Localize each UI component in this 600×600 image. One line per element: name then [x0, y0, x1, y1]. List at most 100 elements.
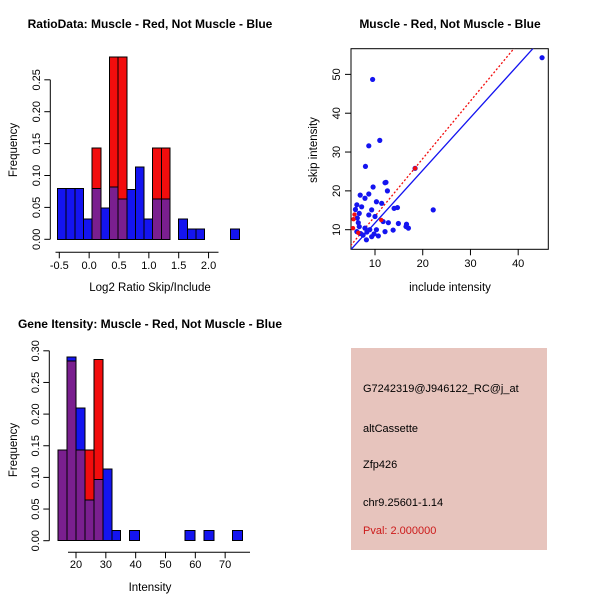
hist-bar-overlap: [66, 360, 77, 542]
hist-bar-red: [152, 147, 162, 200]
hist-bar-blue: [66, 356, 77, 362]
y-tick-label: 0.25: [31, 69, 43, 90]
hist-bar-red: [91, 147, 102, 189]
gene-name-text: Zfp426: [363, 459, 398, 471]
skip-include-scatter-chart: Muscle - Red, Not Muscle - Blue include i…: [308, 17, 549, 294]
scatter-point-red: [412, 166, 418, 171]
hist-bar-overlap: [117, 198, 128, 240]
y-tick-label: 0.30: [30, 340, 42, 361]
hist-bar-blue: [186, 228, 197, 240]
fit-line-blue: [351, 48, 534, 250]
hist-bar-blue: [82, 218, 93, 240]
probe-id-text: G7242319@J946122_RC@j_at: [363, 383, 519, 395]
hist-bar-blue: [230, 228, 240, 240]
hist-bar-blue: [143, 218, 154, 240]
hist-bar-red: [160, 147, 171, 200]
hist-bar-red: [84, 449, 95, 501]
scatter-point-blue: [362, 225, 368, 231]
y-tick-label: 0.25: [30, 372, 42, 393]
x-tick-label: 50: [159, 559, 171, 571]
hist-bar-overlap: [57, 449, 68, 542]
x-tick-label: 10: [369, 258, 381, 270]
plot-box: [350, 48, 549, 250]
hist-bar-overlap: [108, 186, 119, 240]
plot-title: RatioData: Muscle - Red, Not Muscle - Bl…: [28, 17, 273, 31]
scatter-point-red: [356, 230, 361, 236]
scatter-point-blue: [371, 231, 377, 237]
hist-bar-blue: [203, 530, 215, 542]
x-tick-label: 60: [189, 559, 201, 571]
x-axis-label: Intensity: [129, 582, 172, 594]
hist-bar-blue: [75, 407, 86, 451]
hist-bar-overlap: [93, 478, 104, 542]
scatter-point-blue: [354, 215, 360, 221]
x-tick-label: 2.0: [201, 260, 216, 272]
x-axis-label: Log2 Ratio Skip/Include: [89, 282, 210, 294]
hist-bar-overlap: [84, 499, 95, 542]
hist-bar-overlap: [91, 187, 102, 240]
scatter-point-blue: [375, 233, 381, 239]
x-tick-label: 30: [464, 258, 476, 270]
scatter-point-blue: [385, 220, 391, 226]
hist-bar-overlap: [75, 449, 86, 542]
scatter-point-blue: [395, 220, 401, 227]
scatter-point-blue: [362, 195, 368, 201]
scatter-point-blue: [379, 200, 385, 206]
x-tick-label: 0.5: [111, 260, 126, 272]
scatter-point-blue: [366, 143, 372, 149]
x-tick-label: 70: [219, 559, 231, 571]
scatter-point-blue: [539, 55, 545, 61]
hist-bar-blue: [126, 189, 136, 240]
y-tick-label: 30: [331, 146, 343, 158]
scatter-point-blue: [373, 199, 380, 205]
hist-bar-blue: [195, 228, 206, 240]
y-tick-label: 40: [331, 107, 343, 119]
hist-bar-blue: [232, 530, 244, 542]
scatter-point-red: [379, 217, 384, 223]
plot-title: Gene Itensity: Muscle - Red, Not Muscle …: [18, 317, 282, 331]
gene-histogram-panel: Gene Itensity: Muscle - Red, Not Muscle …: [0, 300, 300, 600]
scatter-point-blue: [377, 137, 383, 143]
hist-bar-blue: [100, 207, 110, 240]
scatter-point-blue: [370, 184, 376, 190]
x-tick-label: -0.5: [50, 260, 69, 272]
scatter-point-blue: [362, 163, 369, 170]
gene-intensity-chart: Gene Itensity: Muscle - Red, Not Muscle …: [8, 317, 282, 594]
scatter-point-blue: [382, 229, 388, 235]
scatter-point-blue: [364, 229, 370, 235]
scatter-point-blue: [352, 206, 359, 213]
hist-bar-blue: [102, 468, 113, 542]
x-tick-label: 40: [512, 258, 524, 270]
scatter-point-blue: [369, 207, 375, 213]
scatter-point-red: [350, 225, 356, 231]
plot-title: Muscle - Red, Not Muscle - Blue: [359, 17, 541, 31]
splice-event-text: altCassette: [363, 423, 419, 435]
y-tick-label: 0.00: [31, 229, 43, 250]
scatter-point-blue: [372, 213, 378, 220]
scatter-point-blue: [403, 223, 409, 230]
x-tick-label: 1.0: [141, 260, 156, 272]
hist-bar-overlap: [160, 198, 171, 240]
hist-bar-red: [117, 56, 128, 200]
y-tick-label: 0.20: [31, 101, 43, 122]
hist-bar-overlap: [152, 198, 162, 240]
scatter-point-blue: [356, 223, 362, 230]
hist-bar-blue: [129, 530, 141, 542]
scatter-point-blue: [390, 227, 396, 233]
x-tick-label: 40: [130, 559, 142, 571]
scatter-point-blue: [366, 191, 372, 197]
y-tick-label: 20: [331, 185, 343, 197]
info-panel: G7242319@J946122_RC@j_at altCassette Zfp…: [300, 300, 600, 600]
y-tick-label: 0.05: [31, 197, 43, 218]
scatter-point-blue: [373, 227, 380, 233]
scatter-point-blue: [357, 192, 363, 198]
y-tick-label: 0.10: [31, 165, 43, 186]
pval-text: Pval: 2.000000: [363, 525, 437, 537]
x-tick-label: 1.5: [171, 260, 186, 272]
x-tick-label: 0.0: [82, 260, 97, 272]
y-tick-label: 0.15: [30, 435, 42, 456]
hist-bar-blue: [111, 530, 122, 542]
hist-bar-blue: [178, 218, 188, 240]
hist-bar-red: [93, 359, 104, 480]
hist-bar-red: [108, 56, 119, 188]
